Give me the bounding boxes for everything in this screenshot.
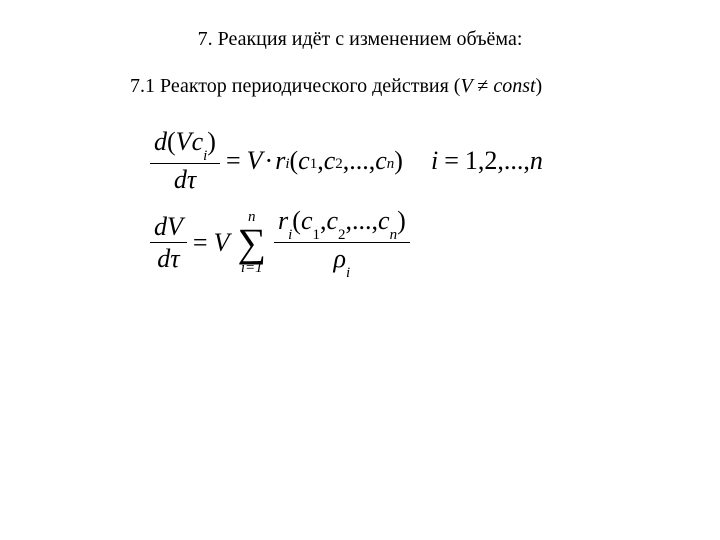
eq1-rhs-ri: i [285, 156, 289, 173]
eq2-frac-den-i: i [346, 265, 350, 281]
eq1-rhs-c1: c [298, 146, 310, 176]
equation-2: dV dτ = V n ∑ i=1 ri(c1,c2,...,cn) [150, 207, 720, 278]
subheading-const: const [493, 75, 535, 97]
subheading-prefix: 7.1 Реактор периодического действия ( [130, 75, 460, 97]
eq2-summation: n ∑ i=1 [237, 210, 266, 276]
eq2-sum-bot: i=1 [241, 261, 263, 276]
eq1-rhs-cni: n [387, 156, 395, 173]
equation-1: d(Vci) dτ = V · ri ( c1 , c2 , ... , cn [150, 128, 720, 193]
eq1-equals: = [220, 146, 247, 176]
eq2-frac-num-c2i: 2 [338, 227, 346, 243]
eq2-frac-num-ri: i [288, 227, 292, 243]
eq2-frac-num-dots: ... [352, 206, 372, 235]
eq2-lhs-den-tau: τ [170, 244, 179, 273]
eq2-frac-den-rho: ρ [334, 244, 346, 273]
eq1-lhs-num-ci: i [203, 148, 207, 164]
subheading-neq: ≠ [477, 75, 493, 97]
eq1-rhs: V · ri ( c1 , c2 , ... , cn ) [247, 146, 403, 176]
eq2-frac-num-close: ) [397, 206, 406, 235]
eq1-lhs-num-close: ) [207, 127, 216, 156]
eq1-rhs-open: ( [289, 146, 298, 176]
eq2-frac-num-open: ( [292, 206, 301, 235]
page: 7. Реакция идёт с изменением объёма: 7.1… [0, 0, 720, 540]
eq1-rhs-V: V [247, 146, 263, 176]
eq2-lhs-num-d: d [154, 212, 167, 241]
eq1-lhs-den-d: d [174, 165, 187, 194]
subheading-var: V [460, 75, 477, 97]
eq1-rhs-cn: c [375, 146, 387, 176]
eq1-rhs-close: ) [394, 146, 403, 176]
eq2-rhs-fraction: ri(c1,c2,...,cn) ρi [274, 207, 410, 278]
eq1-idx-seq: 1,2,..., [465, 146, 530, 176]
eq1-rhs-c2: c [324, 146, 336, 176]
equations-block: d(Vci) dτ = V · ri ( c1 , c2 , ... , cn [150, 128, 720, 278]
section-heading: 7. Реакция идёт с изменением объёма: [0, 28, 720, 51]
eq2-frac-num-cn: c [378, 206, 390, 235]
eq1-lhs-num-V: V [176, 127, 192, 156]
eq1-lhs-num-open: ( [167, 127, 176, 156]
eq2-frac-num-c2: c [326, 206, 338, 235]
eq2-frac-num-r: r [278, 206, 288, 235]
eq2-lhs-fraction: dV dτ [150, 213, 187, 273]
eq1-lhs-num-d: d [154, 127, 167, 156]
eq1-lhs-num-c: c [192, 127, 204, 156]
subheading-suffix: ) [536, 75, 543, 97]
eq1-rhs-c1i: 1 [310, 156, 318, 173]
eq1-rhs-dot: · [263, 146, 276, 176]
eq2-frac-num-cni: n [390, 227, 398, 243]
eq2-lhs-num-V: V [167, 212, 183, 241]
eq2-frac-num-c1i: 1 [312, 227, 320, 243]
eq1-lhs-den-tau: τ [187, 165, 196, 194]
subsection-heading: 7.1 Реактор периодического действия (V ≠… [130, 75, 720, 98]
eq1-index-range: i = 1,2,..., n [431, 146, 543, 176]
eq1-rhs-c2i: 2 [335, 156, 343, 173]
eq2-sum-sym: ∑ [237, 225, 266, 261]
eq1-rhs-r: r [275, 146, 285, 176]
eq1-lhs-fraction: d(Vci) dτ [150, 128, 220, 193]
eq2-lhs-den-d: d [157, 244, 170, 273]
eq1-idx-n: n [530, 146, 543, 176]
eq2-frac-num-c1: c [301, 206, 313, 235]
eq1-idx-eq: = [438, 146, 465, 176]
eq1-idx-i: i [431, 146, 438, 176]
eq2-equals: = [187, 228, 214, 258]
eq1-rhs-dots: ... [349, 146, 369, 176]
eq2-rhs-V: V [214, 228, 230, 258]
